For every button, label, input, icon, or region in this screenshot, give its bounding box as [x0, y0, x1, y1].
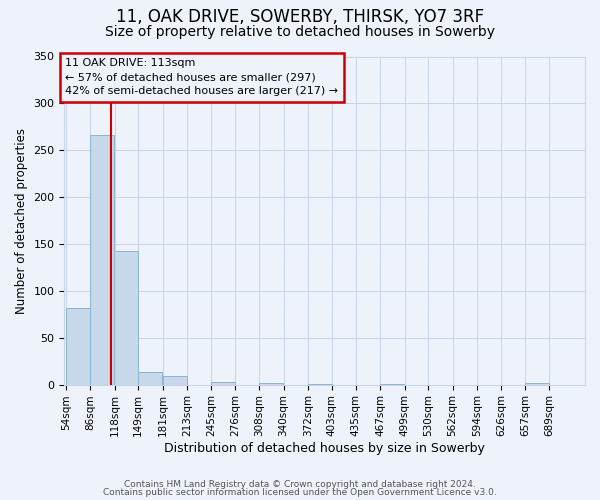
- X-axis label: Distribution of detached houses by size in Sowerby: Distribution of detached houses by size …: [164, 442, 485, 455]
- Bar: [163, 376, 187, 384]
- Bar: [66, 308, 90, 384]
- Text: Contains HM Land Registry data © Crown copyright and database right 2024.: Contains HM Land Registry data © Crown c…: [124, 480, 476, 489]
- Y-axis label: Number of detached properties: Number of detached properties: [15, 128, 28, 314]
- Bar: [139, 372, 163, 384]
- Text: 11 OAK DRIVE: 113sqm
← 57% of detached houses are smaller (297)
42% of semi-deta: 11 OAK DRIVE: 113sqm ← 57% of detached h…: [65, 58, 338, 96]
- Text: 11, OAK DRIVE, SOWERBY, THIRSK, YO7 3RF: 11, OAK DRIVE, SOWERBY, THIRSK, YO7 3RF: [116, 8, 484, 26]
- Bar: [115, 250, 139, 384]
- Bar: [525, 382, 549, 384]
- Bar: [211, 382, 235, 384]
- Bar: [259, 382, 283, 384]
- Bar: [91, 135, 115, 384]
- Text: Size of property relative to detached houses in Sowerby: Size of property relative to detached ho…: [105, 25, 495, 39]
- Text: Contains public sector information licensed under the Open Government Licence v3: Contains public sector information licen…: [103, 488, 497, 497]
